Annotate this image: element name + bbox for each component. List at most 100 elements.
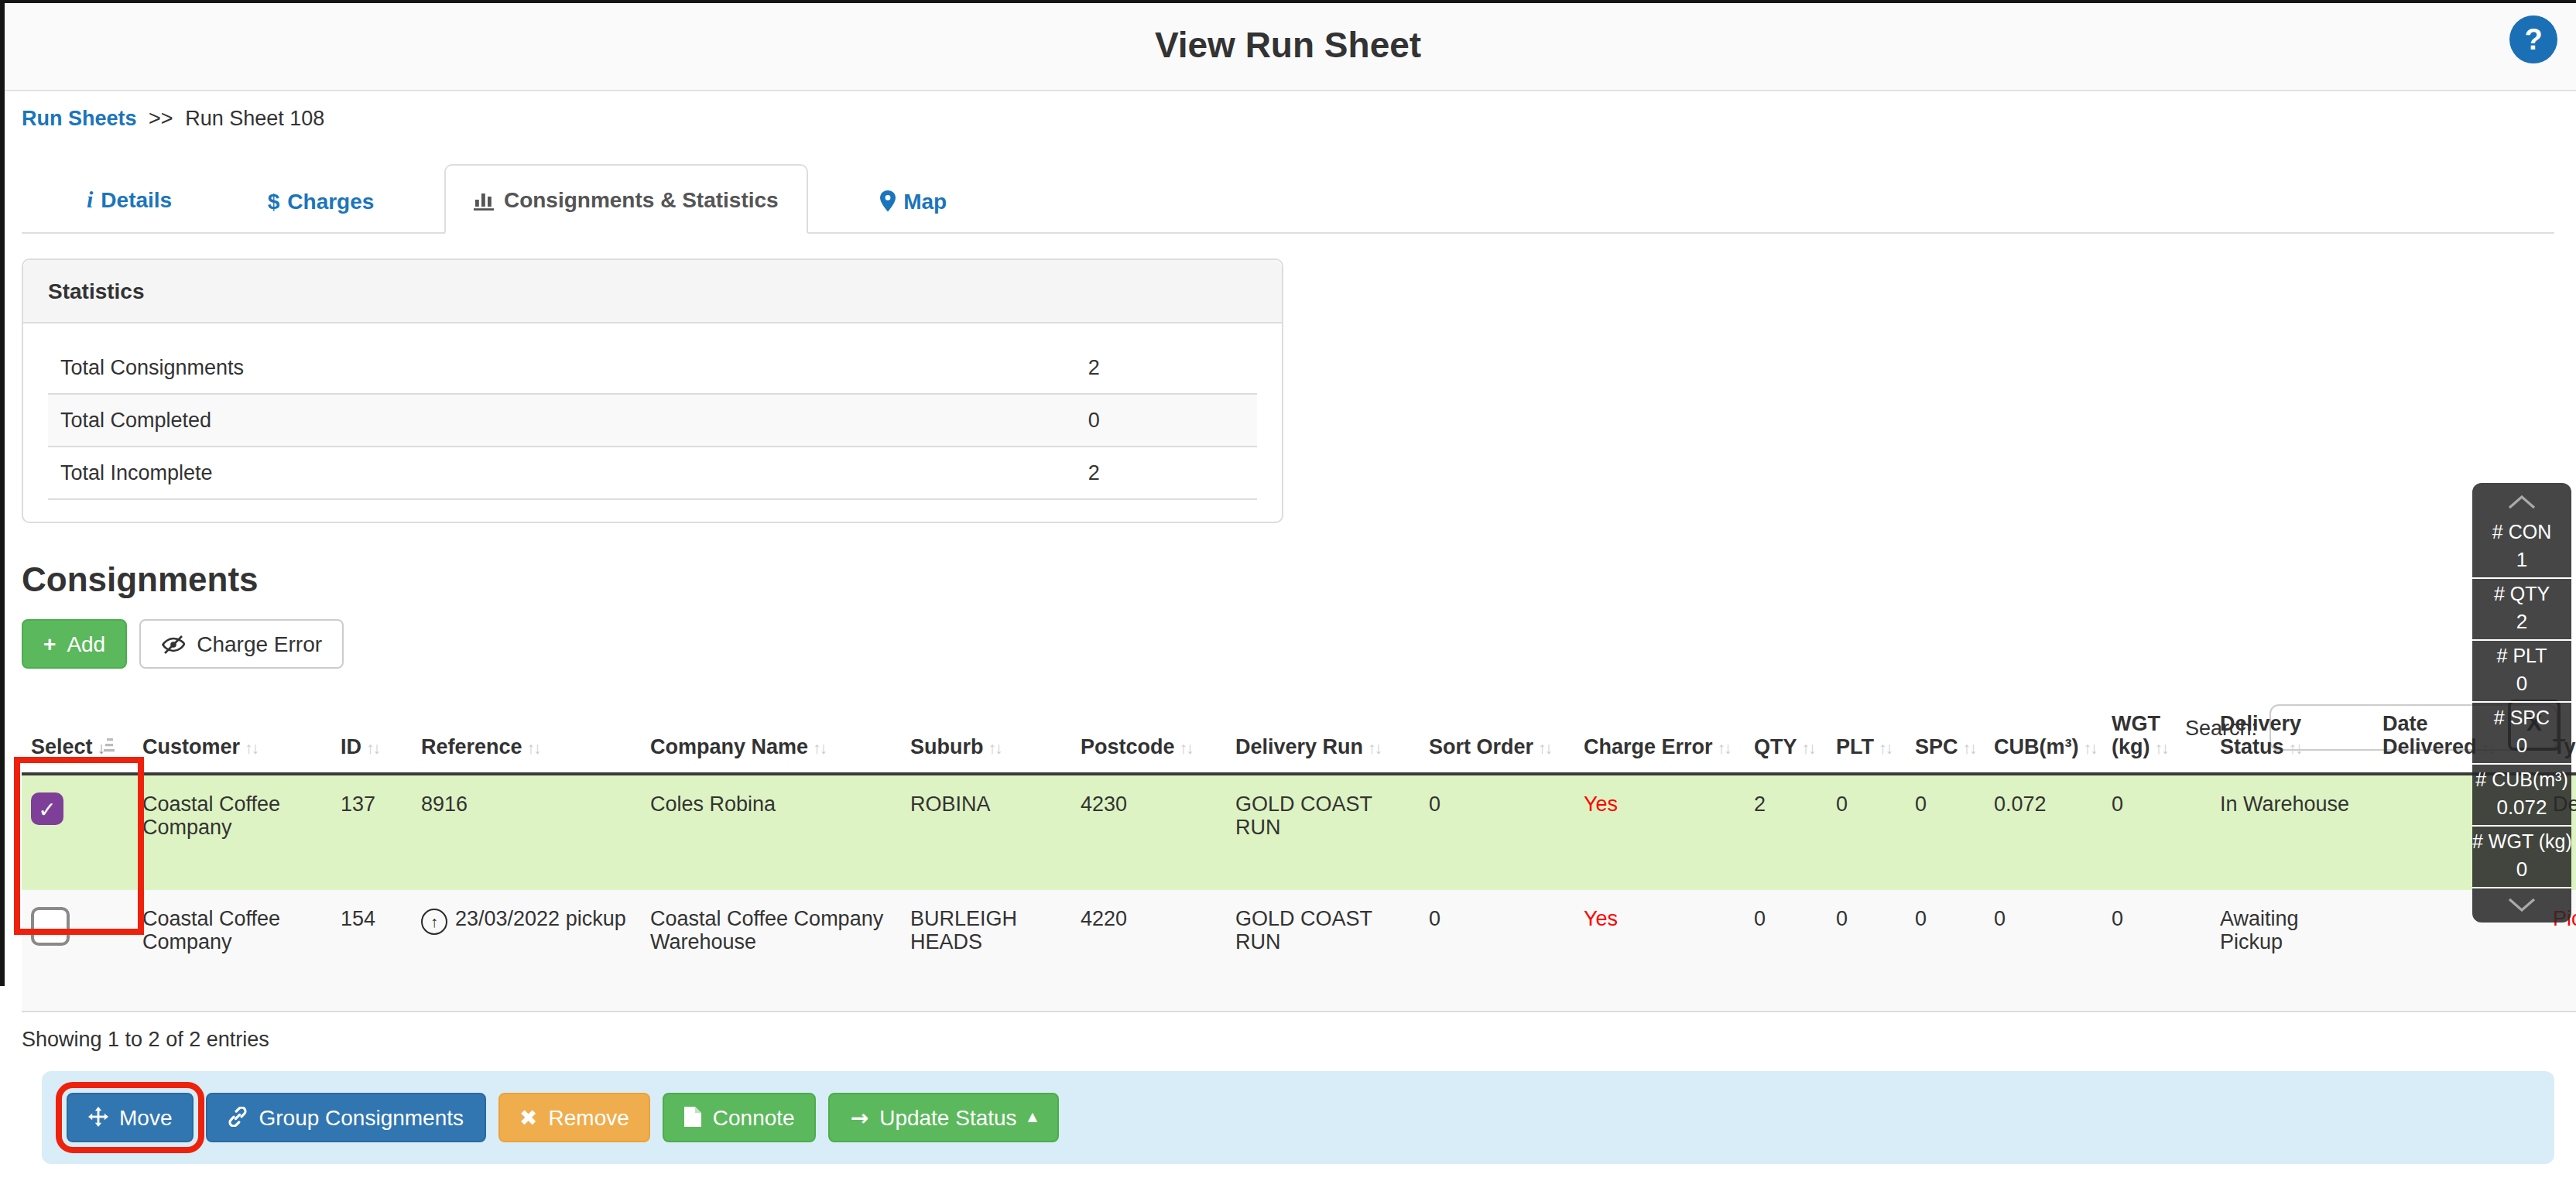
cell-customer: Coastal Coffee Company — [133, 890, 331, 1011]
col-header-select[interactable]: Select↓ — [22, 706, 133, 774]
bulk-action-bar: Move Group Consignments ✖ Remove Connote… — [42, 1070, 2554, 1163]
statistics-panel-body: Total Consignments 2 Total Completed 0 T… — [23, 323, 1282, 522]
dollar-icon: $ — [268, 189, 280, 214]
row-checkbox-unchecked[interactable] — [31, 907, 70, 946]
col-header-qty[interactable]: QTY↑↓ — [1745, 706, 1827, 774]
table-row[interactable]: ✓ Coastal Coffee Company 137 8916 Coles … — [22, 774, 2576, 890]
sort-icon: ↑↓ — [245, 738, 258, 757]
sort-icon: ↑↓ — [2289, 738, 2302, 757]
sort-icon: ↑↓ — [813, 738, 826, 757]
chevron-up-icon[interactable] — [2472, 486, 2571, 517]
question-mark-icon: ? — [2524, 23, 2542, 56]
consignments-table: Select↓ Customer↑↓ ID↑↓ Reference↑↓ Comp… — [22, 706, 2576, 1012]
tab-bar: iDetails $Charges Consignments & Statist… — [22, 164, 2554, 234]
col-header-delivery-run[interactable]: Delivery Run↑↓ — [1226, 706, 1420, 774]
file-icon — [685, 1107, 702, 1127]
breadcrumb-current: Run Sheet 108 — [185, 107, 324, 130]
caret-up-icon: ▲ — [1028, 1111, 1037, 1123]
col-header-plt[interactable]: PLT↑↓ — [1827, 706, 1906, 774]
stat-value: 2 — [1076, 447, 1257, 499]
col-header-delivery-status[interactable]: Delivery Status↑↓ — [2211, 706, 2373, 774]
stat-label: Total Consignments — [48, 342, 1076, 394]
cell-delivery-run: GOLD COAST RUN — [1226, 774, 1420, 890]
eye-slash-icon — [161, 634, 186, 654]
stat-value: 0 — [1076, 394, 1257, 447]
help-button[interactable]: ? — [2509, 15, 2557, 63]
col-header-customer[interactable]: Customer↑↓ — [133, 706, 331, 774]
cell-customer: Coastal Coffee Company — [133, 774, 331, 890]
col-header-id[interactable]: ID↑↓ — [331, 706, 412, 774]
connote-button[interactable]: Connote — [663, 1092, 817, 1142]
cell-company-name: Coastal Coffee Company Warehouse — [641, 890, 901, 1011]
stat-label: Total Incomplete — [48, 447, 1076, 499]
pickup-circle-arrow-icon: ↑ — [421, 909, 447, 935]
stat-label: Total Completed — [48, 394, 1076, 447]
x-icon: ✖ — [519, 1106, 537, 1128]
cell-charge-error: Yes — [1574, 774, 1745, 890]
sort-icon: ↑↓ — [1538, 738, 1551, 757]
sort-amount-icon: ↓ — [98, 738, 104, 757]
col-header-cub[interactable]: CUB(m³)↑↓ — [1985, 706, 2102, 774]
cell-wgt: 0 — [2102, 890, 2211, 1011]
cell-id: 154 — [331, 890, 412, 1011]
sort-icon: ↑↓ — [1879, 738, 1892, 757]
sort-bars-icon — [104, 738, 115, 752]
group-consignments-button[interactable]: Group Consignments — [206, 1092, 485, 1142]
tab-consignments-statistics[interactable]: Consignments & Statistics — [445, 164, 808, 234]
col-header-postcode[interactable]: Postcode↑↓ — [1071, 706, 1226, 774]
cell-qty: 2 — [1745, 774, 1827, 890]
col-header-company-name[interactable]: Company Name↑↓ — [641, 706, 901, 774]
cell-spc: 0 — [1906, 890, 1985, 1011]
breadcrumb-run-sheets-link[interactable]: Run Sheets — [22, 107, 137, 130]
breadcrumb: Run Sheets >> Run Sheet 108 — [22, 107, 2576, 130]
chevron-down-icon[interactable] — [2472, 888, 2571, 919]
move-button[interactable]: Move — [67, 1092, 194, 1142]
map-pin-icon — [879, 190, 896, 212]
summary-cub: # CUB(m³) 0.072 — [2472, 765, 2571, 827]
col-header-wgt[interactable]: WGT (kg)↑↓ — [2102, 706, 2211, 774]
stat-row-total-completed: Total Completed 0 — [48, 394, 1257, 447]
breadcrumb-separator: >> — [149, 107, 173, 130]
stat-row-total-consignments: Total Consignments 2 — [48, 342, 1257, 394]
charge-error-button[interactable]: Charge Error — [139, 619, 344, 669]
selection-summary-panel: # CON 1 # QTY 2 # PLT 0 # SPC 0 # CUB(m³… — [2472, 483, 2571, 923]
window-top-edge — [0, 0, 2576, 3]
cell-plt: 0 — [1827, 774, 1906, 890]
add-button[interactable]: + Add — [22, 619, 127, 669]
cell-delivery-status: In Warehouse — [2211, 774, 2373, 890]
bar-chart-icon — [474, 190, 496, 211]
statistics-panel: Statistics Total Consignments 2 Total Co… — [22, 258, 1283, 523]
tab-details[interactable]: iDetails — [62, 167, 197, 232]
cell-sort-order: 0 — [1420, 774, 1574, 890]
col-header-suburb[interactable]: Suburb↑↓ — [901, 706, 1071, 774]
summary-wgt: # WGT (kg) 0 — [2472, 827, 2571, 888]
stat-row-total-incomplete: Total Incomplete 2 — [48, 447, 1257, 499]
col-header-sort-order[interactable]: Sort Order↑↓ — [1420, 706, 1574, 774]
col-header-spc[interactable]: SPC↑↓ — [1906, 706, 1985, 774]
sort-icon: ↑↓ — [527, 738, 540, 757]
summary-qty: # QTY 2 — [2472, 579, 2571, 641]
remove-button[interactable]: ✖ Remove — [498, 1092, 651, 1142]
cell-postcode: 4230 — [1071, 774, 1226, 890]
move-arrows-icon — [88, 1107, 108, 1127]
cell-reference: 8916 — [412, 774, 641, 890]
cell-wgt: 0 — [2102, 774, 2211, 890]
arrow-right-icon: → — [851, 1106, 868, 1128]
cell-charge-error: Yes — [1574, 890, 1745, 1011]
cell-suburb: ROBINA — [901, 774, 1071, 890]
update-status-button[interactable]: → Update Status ▲ — [829, 1092, 1059, 1142]
tab-map[interactable]: Map — [854, 169, 971, 232]
summary-spc: # SPC 0 — [2472, 703, 2571, 765]
sort-icon: ↑↓ — [1368, 738, 1381, 757]
tab-charges[interactable]: $Charges — [243, 169, 399, 232]
consignments-table-wrap: Select↓ Customer↑↓ ID↑↓ Reference↑↓ Comp… — [22, 706, 2554, 1012]
col-header-reference[interactable]: Reference↑↓ — [412, 706, 641, 774]
col-header-charge-error[interactable]: Charge Error↑↓ — [1574, 706, 1745, 774]
sort-icon: ↑↓ — [1963, 738, 1976, 757]
sort-icon: ↑↓ — [2155, 738, 2168, 757]
page-title: View Run Sheet — [0, 0, 2576, 90]
row-checkbox-checked[interactable]: ✓ — [31, 792, 63, 825]
cell-qty: 0 — [1745, 890, 1827, 1011]
sort-icon: ↑↓ — [2084, 738, 2097, 757]
table-row[interactable]: Coastal Coffee Company 154 ↑ 23/03/2022 … — [22, 890, 2576, 1011]
